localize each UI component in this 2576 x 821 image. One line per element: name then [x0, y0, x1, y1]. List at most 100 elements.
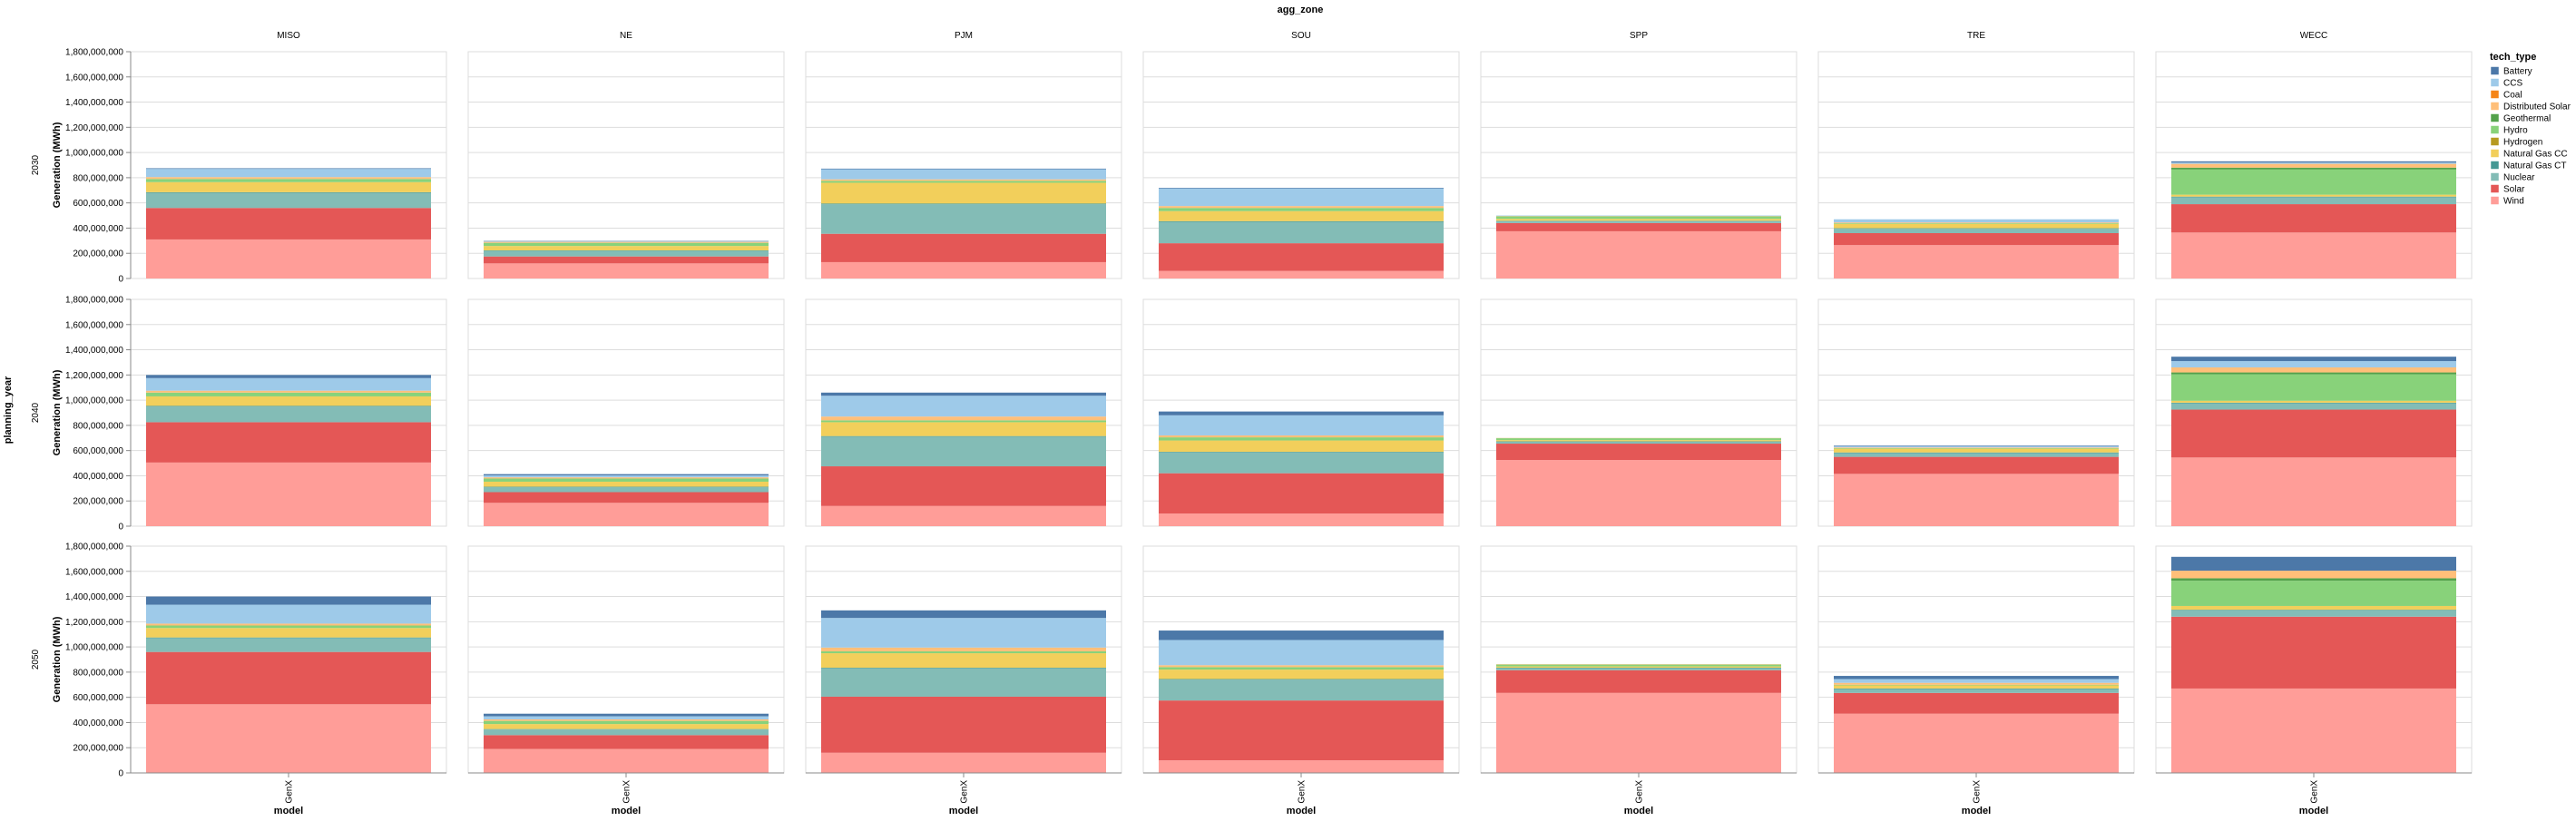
bar-segment-ccs [821, 618, 1106, 648]
legend-swatch-hydrogen [2490, 137, 2500, 146]
bar-segment-wind [2171, 457, 2456, 526]
bar-segment-hydro [484, 720, 769, 725]
bar-segment-geothermal [2171, 372, 2456, 375]
facet-row-label-2040: 2040 [31, 402, 41, 423]
y-tick-label: 1,200,000,000 [65, 371, 123, 381]
y-tick-label: 200,000,000 [73, 744, 123, 754]
panel-ne-2030 [467, 51, 785, 279]
bar-segment-natural-gas-ct [2171, 196, 2456, 198]
bar-segment-hydro [821, 650, 1106, 654]
facet-column-label-pjm: PJM [955, 31, 973, 41]
bar-segment-wind [1834, 474, 2119, 526]
bar-segment-solar [1496, 444, 1781, 461]
bar-segment-wind [484, 748, 769, 773]
bar-segment-nuclear [2171, 403, 2456, 410]
bar-segment-natural-gas-cc [484, 246, 769, 251]
panel-sou-2050: GenX model [1142, 545, 1460, 816]
legend-label-geothermal: Geothermal [2503, 114, 2551, 124]
legend-label-solar: Solar [2503, 185, 2525, 195]
bar-segment-natural-gas-cc [2171, 194, 2456, 197]
bar-segment-nuclear [146, 192, 431, 209]
facet-row-label-2050: 2050 [31, 649, 41, 670]
y-tick-label: 1,400,000,000 [65, 346, 123, 356]
x-tick-label: GenX [960, 780, 970, 804]
bar-segment-natural-gas-ct [1834, 228, 2119, 230]
bar-segment-ccs [1834, 679, 2119, 683]
bar-segment-nuclear [821, 436, 1106, 467]
bar-segment-battery [821, 610, 1106, 619]
bar-segment-ccs [821, 396, 1106, 417]
bar-segment-wind [1834, 713, 2119, 773]
bar-segment-ccs [2171, 162, 2456, 164]
bar-segment-nuclear [1496, 441, 1781, 445]
panel-wecc-2050: GenX model [2155, 545, 2473, 816]
bar-segment-distributed-solar [821, 179, 1106, 181]
bar-segment-distributed-solar [1834, 222, 2119, 224]
legend-label-nuclear: Nuclear [2503, 173, 2535, 183]
y-tick-label: 600,000,000 [73, 199, 123, 209]
legend-label-natural-gas-cc: Natural Gas CC [2503, 150, 2568, 160]
y-tick-label: 600,000,000 [73, 446, 123, 456]
bar-segment-ccs [484, 716, 769, 719]
bar-segment-solar [821, 233, 1106, 262]
bar-segment-nuclear [821, 668, 1106, 697]
bar-segment-nuclear [1496, 668, 1781, 670]
bar-segment-wind [1159, 760, 1444, 773]
y-tick-label: 0 [118, 275, 123, 285]
facet-column-title: agg_zone [1278, 5, 1324, 15]
panel-ne-2040 [467, 298, 785, 527]
facet-panels: MISO NE PJM SOU SPP TRE WECC 2030 Generation (MW… [31, 31, 2473, 816]
bar-segment-nuclear [484, 250, 769, 257]
facet-column-label-sou: SOU [1291, 31, 1311, 41]
facet-column-label-ne: NE [620, 31, 632, 41]
bar-segment-battery [1834, 445, 2119, 446]
bar-segment-solar [1834, 233, 2119, 246]
panel-tre-2040 [1817, 298, 2135, 527]
legend-label-distributed-solar: Distributed Solar [2503, 103, 2571, 112]
bar-segment-battery [1159, 630, 1444, 640]
legend-label-battery: Battery [2503, 67, 2532, 77]
bar-segment-natural-gas-cc [821, 653, 1106, 669]
legend-swatch-natural-gas-cc [2490, 149, 2500, 158]
bar-segment-natural-gas-ct [2171, 610, 2456, 611]
bar-segment-distributed-solar [1159, 206, 1444, 209]
bar-segment-hydro [146, 392, 431, 396]
legend: tech_type Battery CCS Coal Distributed Sola… [2490, 52, 2571, 207]
y-tick-label: 1,600,000,000 [65, 567, 123, 577]
bar-segment-distributed-solar [1834, 682, 2119, 685]
bar-segment-natural-gas-ct [821, 668, 1106, 669]
bar-segment-natural-gas-cc [146, 396, 431, 406]
bar-segment-distributed-solar [2171, 367, 2456, 373]
y-axis-title: Generation (MWh) [52, 369, 63, 455]
x-axis-title: model [1962, 806, 1991, 816]
bar-segment-solar [146, 651, 431, 705]
bar-segment-hydro [1496, 216, 1781, 220]
bar-segment-distributed-solar [484, 718, 769, 721]
bar-segment-wind [1496, 692, 1781, 773]
bar-segment-wind [821, 261, 1106, 279]
bar-segment-solar [1834, 456, 2119, 474]
bar-segment-ccs [1834, 445, 2119, 448]
bar-segment-solar [821, 466, 1106, 506]
facet-row-title: planning_year [3, 376, 14, 444]
bar-segment-hydro [146, 179, 431, 182]
bar-segment-ccs [1834, 219, 2119, 223]
bar-segment-battery [821, 392, 1106, 396]
legend-entries: Battery CCS Coal Distributed Solar Geotherma… [2490, 66, 2571, 207]
bar-segment-nuclear [1496, 220, 1781, 223]
bar-segment-wind [1496, 460, 1781, 526]
legend-label-hydro: Hydro [2503, 126, 2528, 136]
bar-segment-natural-gas-cc [821, 182, 1106, 204]
y-tick-label: 1,800,000,000 [65, 48, 123, 58]
bar-segment-distributed-solar [821, 647, 1106, 651]
bar-segment-nuclear [1159, 221, 1444, 244]
legend-label-wind: Wind [2503, 197, 2524, 207]
y-axis-title: Generation (MWh) [52, 616, 63, 702]
x-tick-label: GenX [1298, 780, 1308, 804]
bar-segment-ccs [146, 377, 431, 391]
panel-spp-2040 [1480, 298, 1797, 527]
bar-segment-natural-gas-ct [146, 191, 431, 193]
y-tick-label: 1,800,000,000 [65, 542, 123, 552]
panel-pjm-2040 [805, 298, 1122, 527]
bar-segment-wind [484, 263, 769, 279]
